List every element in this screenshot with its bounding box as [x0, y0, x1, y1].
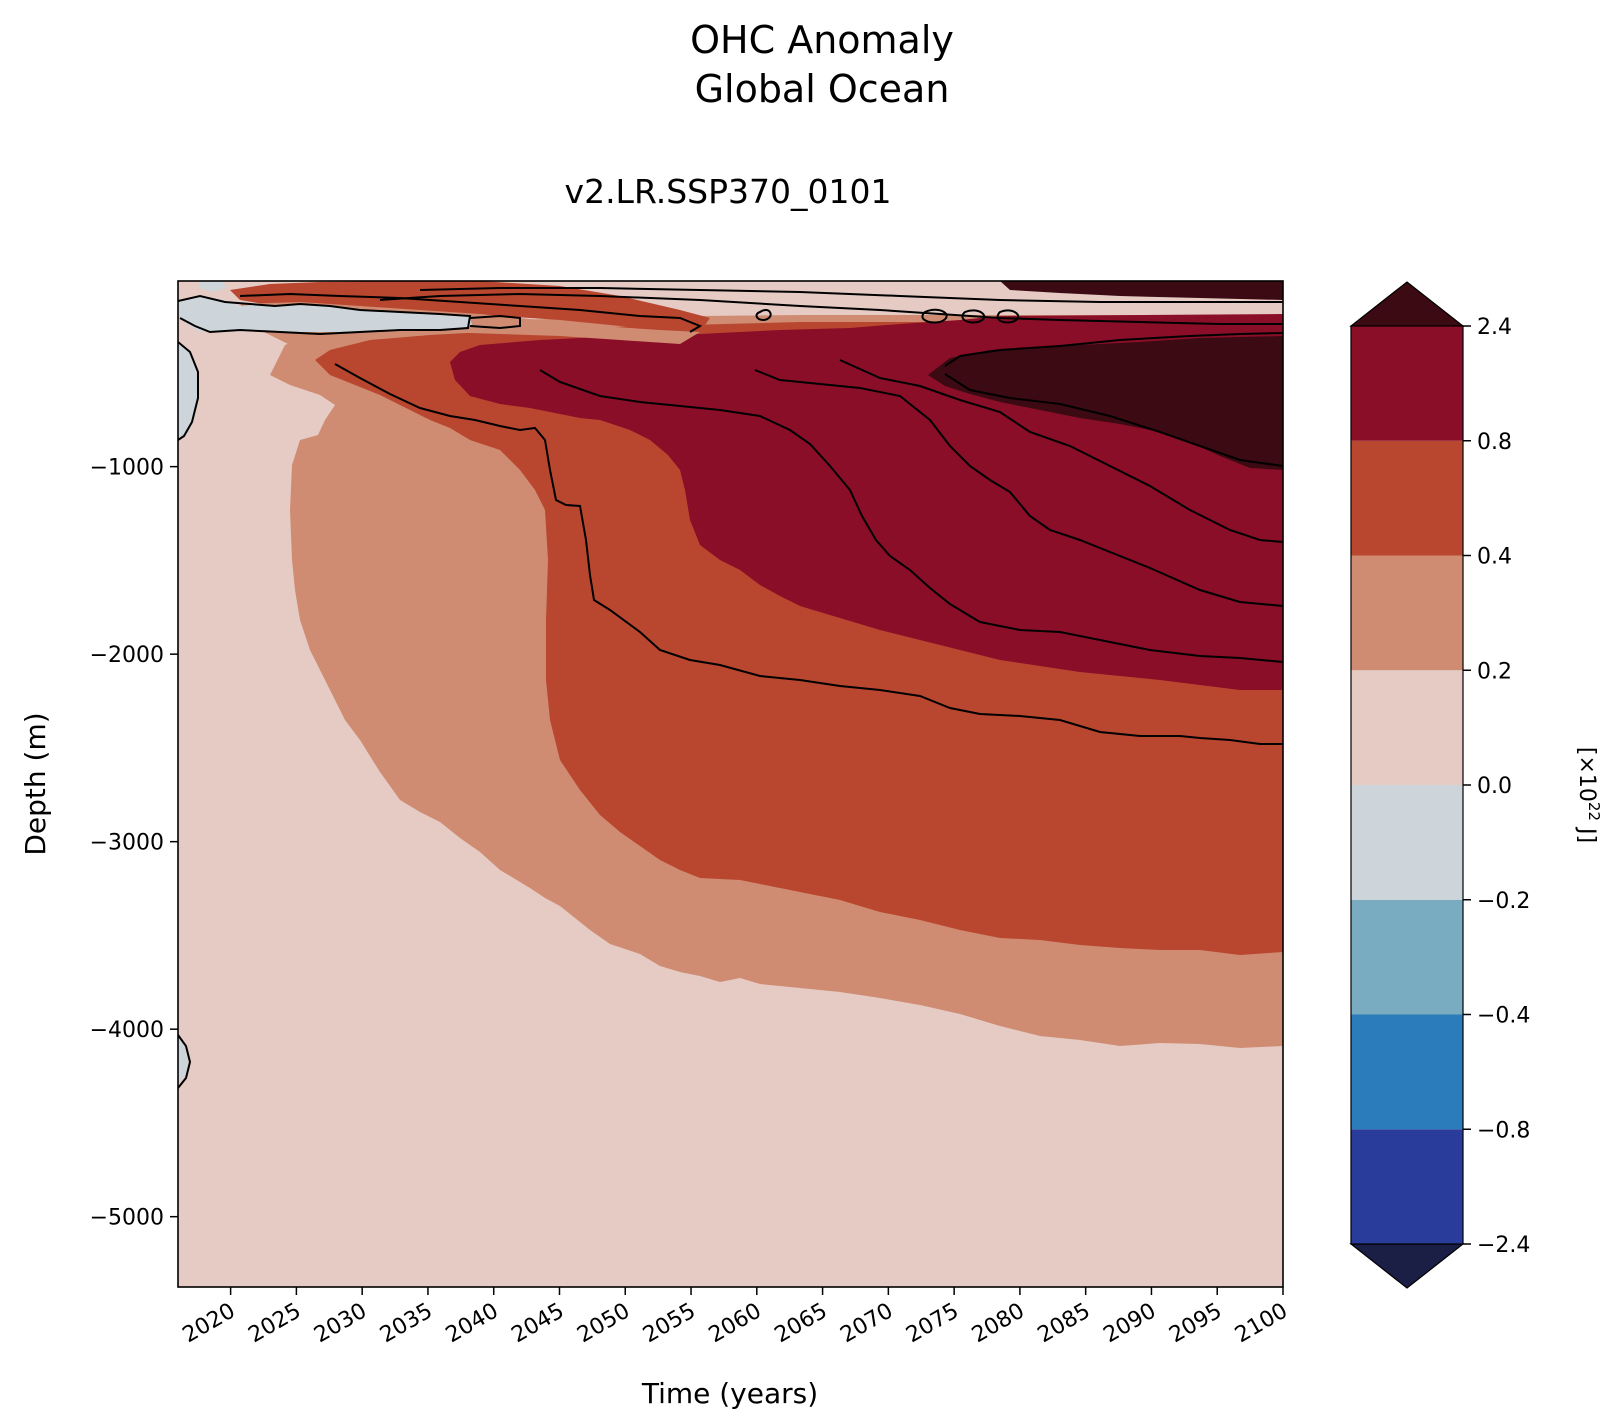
colorbar-segment	[1351, 899, 1463, 1015]
x-tick-label: 2035	[376, 1299, 437, 1349]
contour-line	[178, 294, 472, 336]
contour-line	[419, 287, 1283, 303]
colorbar-segment	[1351, 326, 1463, 441]
x-tick-label: 2100	[1231, 1299, 1292, 1349]
contour-line	[944, 373, 1283, 467]
x-tick-label: 2030	[310, 1299, 371, 1349]
contour-line	[961, 309, 985, 324]
x-tick-label: 2085	[1034, 1299, 1095, 1349]
x-tick-label: 2045	[507, 1299, 568, 1349]
contour-line	[944, 332, 1283, 367]
contour-line	[921, 308, 948, 324]
x-tick-label: 2090	[1099, 1299, 1160, 1349]
x-tick-label: 2070	[836, 1299, 897, 1349]
contour-line	[839, 359, 1283, 543]
contour-line	[754, 369, 1283, 607]
run-label: v2.LR.SSP370_0101	[565, 172, 892, 211]
band-neg-0.2-0	[178, 1035, 188, 1084]
colorbar: −2.4 −0.8 −0.4 −0.2 0.0 0.2 0.4 0.8 2.4	[1349, 281, 1530, 1289]
chart-subtitle: Global Ocean	[695, 67, 950, 111]
plot-frame	[177, 280, 1284, 1288]
x-tick-label: 2020	[179, 1299, 240, 1349]
y-axis-label: Depth (m)	[19, 712, 52, 855]
y-tick-label: −5000	[90, 1206, 164, 1231]
y-tick-label: −1000	[90, 456, 164, 481]
x-axis: 2020 2025 2030 2035 2040 2045 2050 2055 2060 2065…	[179, 1287, 1292, 1348]
band-above-2.4	[928, 336, 1283, 470]
colorbar-extend-max	[1349, 281, 1465, 327]
x-tick-label: 2080	[968, 1299, 1029, 1349]
plot-area	[178, 281, 1283, 1287]
x-tick-label: 2060	[705, 1299, 766, 1349]
band-neg-0.2-0	[200, 281, 226, 292]
colorbar-tick-label: 0.8	[1477, 430, 1512, 455]
x-axis-label: Time (years)	[641, 1377, 818, 1410]
y-axis: −1000 −2000 −3000 −4000 −5000	[90, 456, 178, 1231]
x-tick-label: 2055	[639, 1299, 700, 1349]
contour-line	[755, 309, 772, 322]
band-above-2.4	[1000, 281, 1283, 300]
band-0.4-0.8	[230, 281, 710, 332]
x-tick-label: 2065	[771, 1299, 832, 1349]
contour-lines	[178, 287, 1283, 1089]
colorbar-segment	[1351, 440, 1463, 556]
colorbar-tick-label: −0.8	[1477, 1118, 1530, 1143]
colorbar-segment	[1351, 1129, 1463, 1244]
contour-line	[178, 341, 199, 441]
contour-line	[178, 1034, 192, 1089]
contour-line	[334, 363, 1283, 745]
colorbar-segment	[1351, 670, 1463, 785]
contour-line	[379, 292, 1283, 325]
x-tick-label: 2040	[442, 1299, 503, 1349]
contour-line	[996, 309, 1020, 324]
y-tick-label: −3000	[90, 831, 164, 856]
colorbar-segment	[1351, 555, 1463, 671]
x-tick-label: 2095	[1165, 1299, 1226, 1349]
colorbar-tick-label: −2.4	[1477, 1233, 1530, 1258]
colorbar-tick-label: 0.0	[1477, 774, 1512, 799]
x-tick-label: 2075	[902, 1299, 963, 1349]
colorbar-tick-label: 2.4	[1477, 315, 1512, 340]
colorbar-tick-label: −0.2	[1477, 889, 1530, 914]
colorbar-tick-label: 0.4	[1477, 545, 1512, 570]
colorbar-extend-min	[1349, 1243, 1465, 1289]
contour-line	[539, 369, 1283, 663]
contour-line	[239, 292, 703, 333]
colorbar-tick-label: 0.2	[1477, 659, 1512, 684]
colorbar-segment	[1351, 1014, 1463, 1130]
colorbar-tick-label: −0.4	[1477, 1004, 1530, 1029]
colorbar-segment	[1351, 785, 1463, 900]
contour-line	[469, 314, 521, 330]
x-tick-label: 2025	[244, 1299, 305, 1349]
x-tick-label: 2050	[573, 1299, 634, 1349]
chart-title: OHC Anomaly	[690, 18, 954, 62]
y-tick-label: −2000	[90, 643, 164, 668]
y-tick-label: −4000	[90, 1018, 164, 1043]
colorbar-label: [×1022 J]	[1574, 747, 1603, 843]
